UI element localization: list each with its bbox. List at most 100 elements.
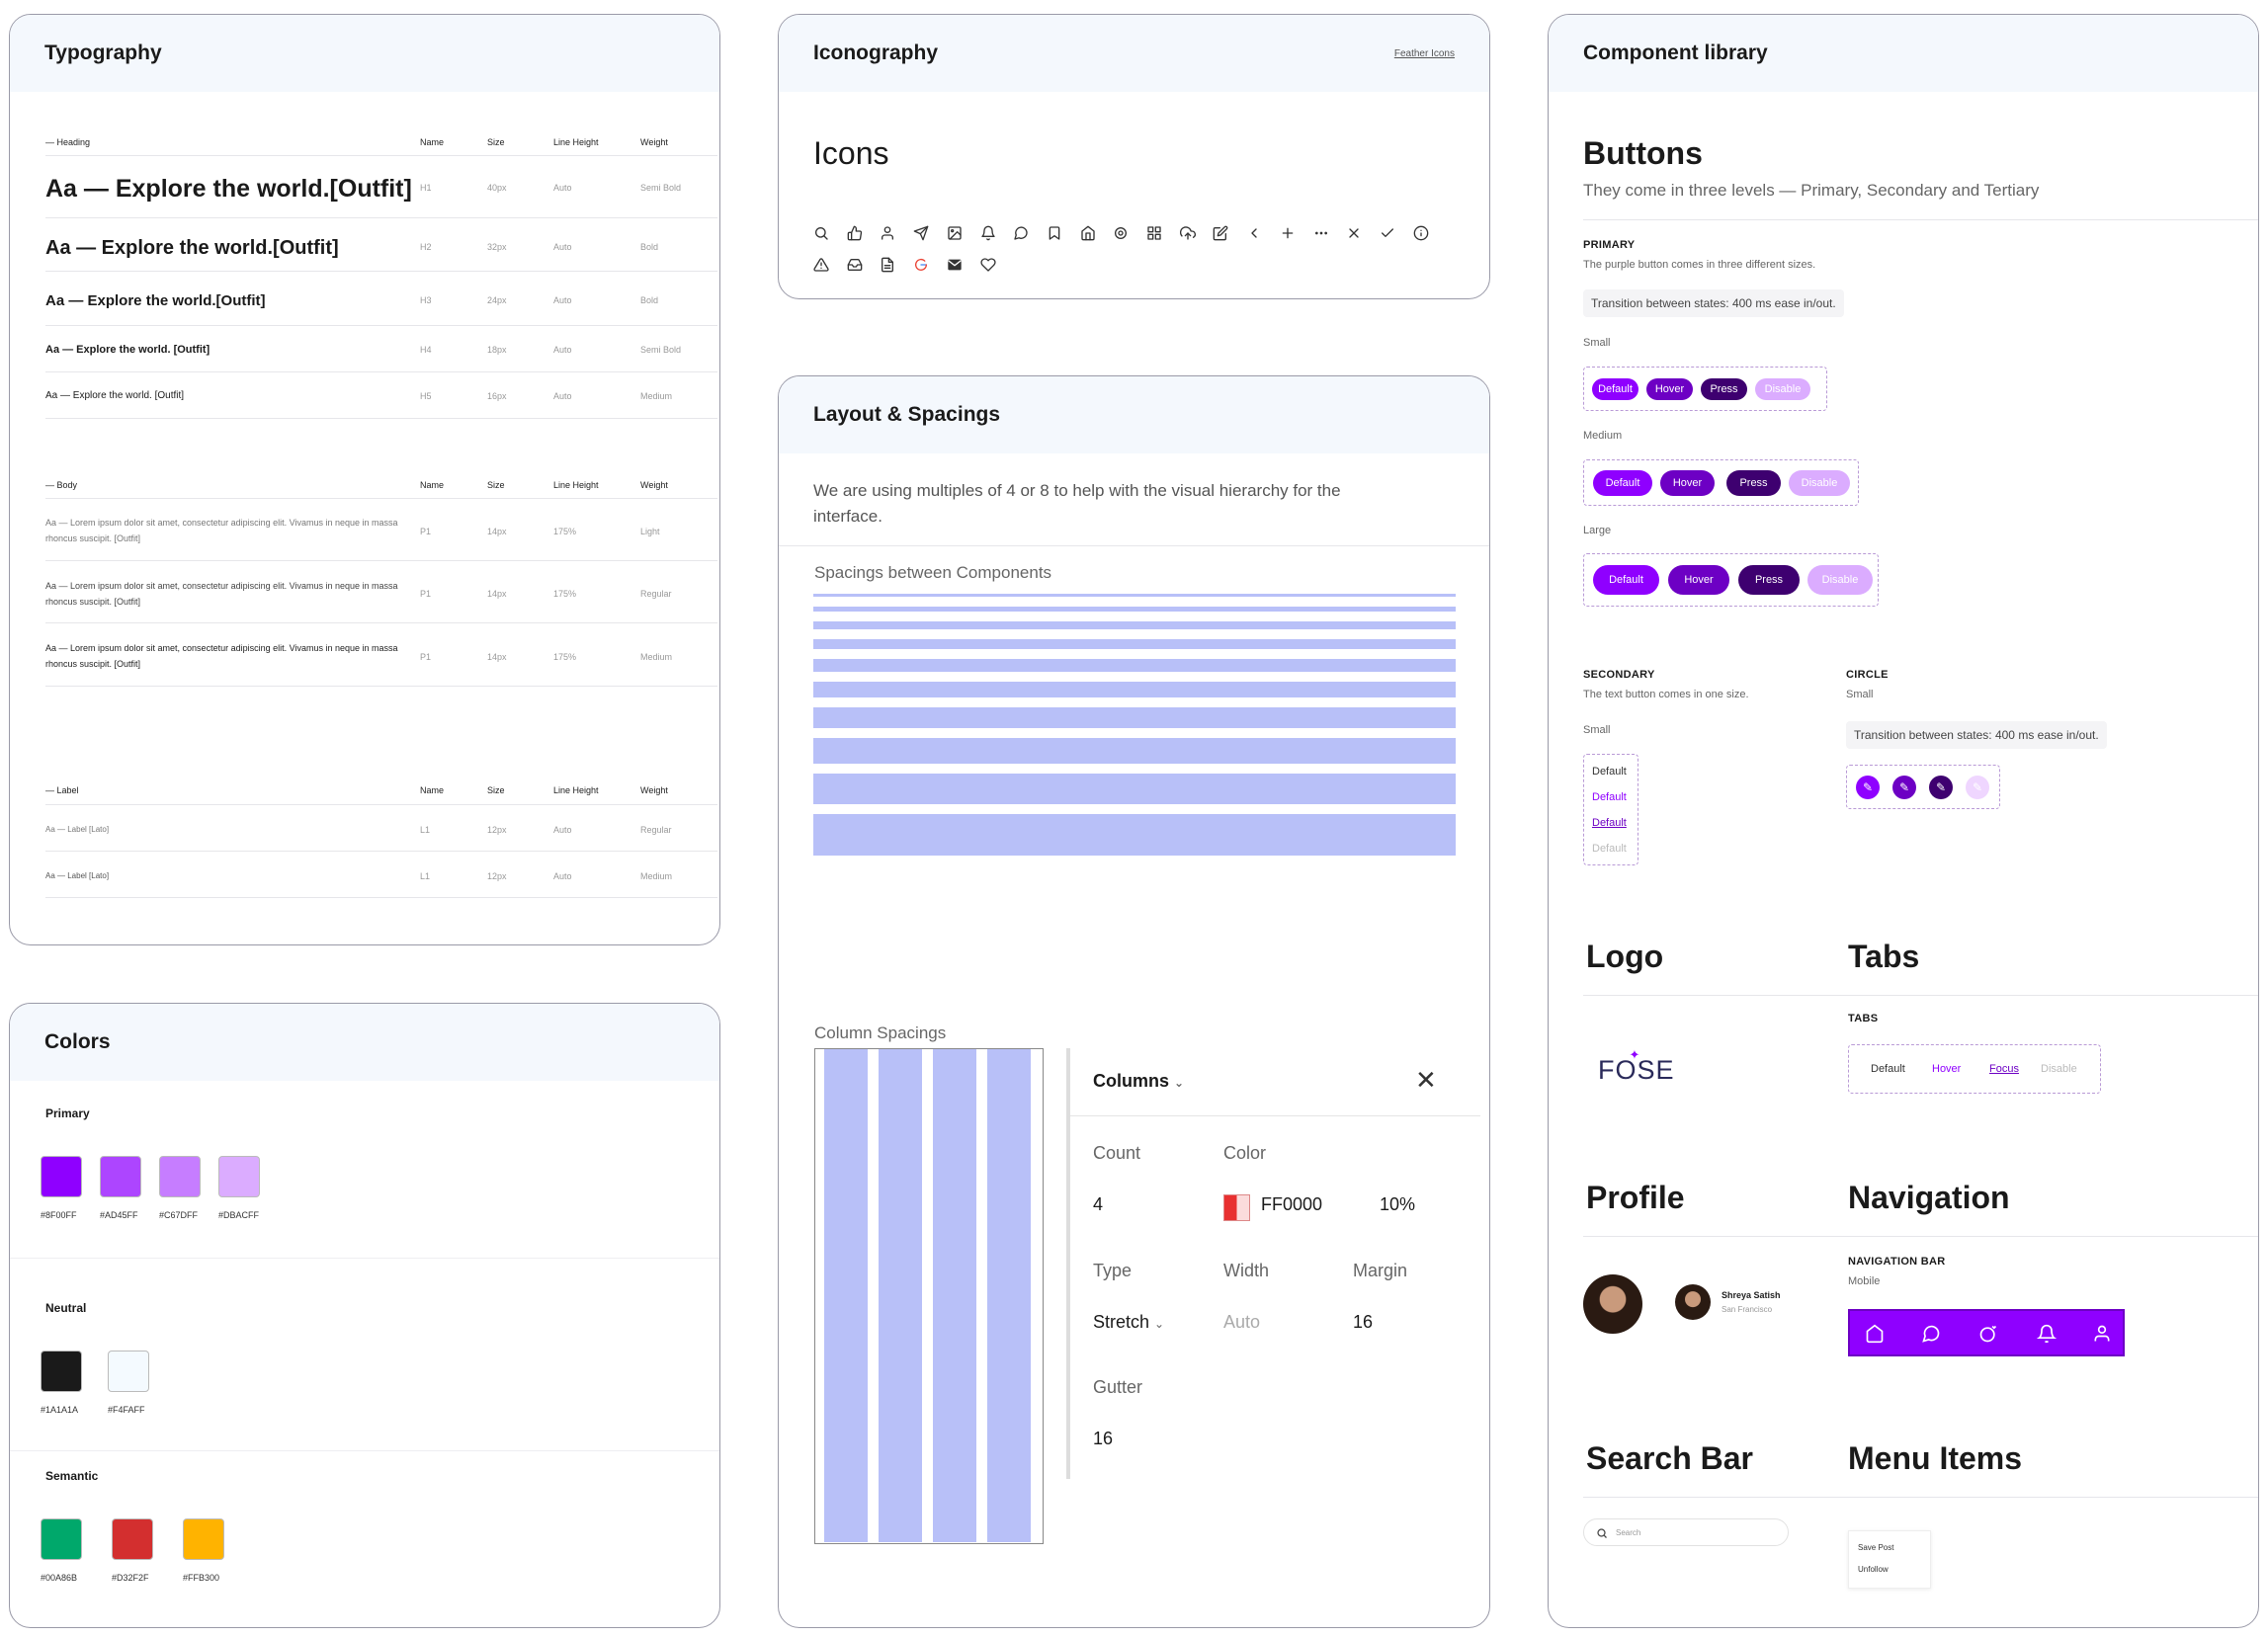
h4-sample: Aa — Explore the world. [Outfit] <box>45 344 210 356</box>
spacing-bar-40 <box>813 738 1456 764</box>
l1-regular-lh: Auto <box>553 825 572 835</box>
circle-press-edit-icon[interactable]: ✎ <box>1929 776 1953 799</box>
gutter-value[interactable]: 16 <box>1093 1429 1114 1448</box>
search-icon <box>813 225 829 241</box>
avatar-large[interactable] <box>1583 1274 1642 1334</box>
body-section-label: — Body <box>45 480 78 490</box>
h4-name: H4 <box>420 345 432 355</box>
medium-default-button[interactable]: Default <box>1593 470 1652 496</box>
primary-cap: PRIMARY <box>1583 239 1636 251</box>
secondary-default-button[interactable]: Default <box>1592 766 1627 778</box>
small-hover-button[interactable]: Hover <box>1646 378 1693 400</box>
spacing-bar-4 <box>813 594 1456 597</box>
p1-medium-lh: 175% <box>553 652 577 662</box>
p1-light-name: P1 <box>420 527 432 536</box>
bell-icon <box>980 225 996 241</box>
typography-card: Typography — Heading Name Size Line Heig… <box>9 14 720 945</box>
circle-size-label: Small <box>1846 689 1874 700</box>
menu-popover: Save Post Unfollow <box>1848 1530 1931 1589</box>
menu-item-unfollow[interactable]: Unfollow <box>1858 1565 1889 1574</box>
p1-medium-size: 14px <box>487 652 507 662</box>
secondary-hover-button[interactable]: Default <box>1592 791 1627 803</box>
width-label: Width <box>1223 1261 1270 1280</box>
type-chevron-down-icon: ⌄ <box>1154 1317 1165 1331</box>
nav-sub: Mobile <box>1848 1275 1881 1287</box>
type-select[interactable]: Stretch ⌄ <box>1093 1312 1164 1333</box>
colors-title: Colors <box>44 1030 111 1053</box>
medium-buttons-group <box>1583 459 1859 506</box>
h3-sample: Aa — Explore the world.[Outfit] <box>45 292 266 309</box>
medium-hover-button[interactable]: Hover <box>1660 470 1715 496</box>
margin-value[interactable]: 16 <box>1353 1312 1374 1332</box>
columns-panel-title-text: Columns <box>1093 1071 1170 1091</box>
avatar-small[interactable] <box>1675 1284 1711 1320</box>
navigation-title: Navigation <box>1848 1180 2010 1215</box>
nav-home-icon[interactable] <box>1865 1324 1885 1344</box>
columns-panel-title[interactable]: Columns ⌄ <box>1093 1071 1184 1092</box>
circle-default-edit-icon[interactable]: ✎ <box>1856 776 1880 799</box>
label-col-weight: Weight <box>640 785 668 795</box>
iconography-header: Iconography Feather Icons <box>779 15 1489 92</box>
alert-triangle-icon <box>813 257 829 273</box>
p1-regular-line2: rhoncus suscipit. [Outfit] <box>45 597 141 607</box>
small-disable-button: Disable <box>1755 378 1810 400</box>
nav-bell-icon[interactable] <box>2036 1324 2058 1344</box>
medium-press-button[interactable]: Press <box>1726 470 1781 496</box>
small-press-button[interactable]: Press <box>1701 378 1747 400</box>
thumbs-up-icon <box>847 225 863 241</box>
feather-icons-link[interactable]: Feather Icons <box>1393 47 1455 59</box>
column-2 <box>879 1049 922 1542</box>
h1-sample: Aa — Explore the world.[Outfit] <box>45 175 412 203</box>
tab-disable: Disable <box>2041 1063 2077 1075</box>
count-value[interactable]: 4 <box>1093 1194 1104 1214</box>
col-line-height: Line Height <box>553 137 599 147</box>
spacing-bar-12 <box>813 621 1456 629</box>
large-press-button[interactable]: Press <box>1738 565 1800 595</box>
layout-title: Layout & Spacings <box>813 403 1001 426</box>
circle-buttons-group <box>1846 765 2000 809</box>
nav-user-icon[interactable] <box>2092 1324 2112 1344</box>
close-icon[interactable]: ✕ <box>1415 1065 1437 1095</box>
menu-item-save-post[interactable]: Save Post <box>1858 1543 1894 1552</box>
nav-fuse-icon[interactable] <box>1978 1324 1998 1344</box>
heading-section-label: — Heading <box>45 137 91 147</box>
large-disable-button: Disable <box>1807 565 1873 595</box>
h3-size: 24px <box>487 295 507 305</box>
l1-medium-sample: Aa — Label [Lato] <box>45 871 110 880</box>
info-icon <box>1413 225 1429 241</box>
google-icon <box>913 257 929 273</box>
profile-location: San Francisco <box>1722 1305 1773 1314</box>
layout-description-line1: We are using multiples of 4 or 8 to help… <box>813 481 1341 500</box>
p1-regular-size: 14px <box>487 589 507 599</box>
nav-message-icon[interactable] <box>1921 1324 1941 1344</box>
layout-description: We are using multiples of 4 or 8 to help… <box>813 478 1341 530</box>
width-value[interactable]: Auto <box>1223 1312 1261 1332</box>
file-text-icon <box>880 257 895 273</box>
primary-desc: The purple button comes in three differe… <box>1583 259 1816 271</box>
color-opacity[interactable]: 10% <box>1380 1194 1416 1214</box>
tab-focus[interactable]: Focus <box>1989 1063 2019 1075</box>
color-swatch-label: #AD45FF <box>100 1210 138 1220</box>
tab-hover[interactable]: Hover <box>1932 1063 1962 1075</box>
fuse-logo: FO ✦ SE <box>1598 1047 1675 1085</box>
large-default-button[interactable]: Default <box>1593 565 1659 595</box>
col-weight: Weight <box>640 137 668 147</box>
color-swatch <box>108 1351 149 1392</box>
search-bar[interactable]: Search <box>1583 1518 1789 1546</box>
label-col-size: Size <box>487 785 505 795</box>
spacing-bar-64 <box>813 814 1456 856</box>
circle-hover-edit-icon[interactable]: ✎ <box>1892 776 1916 799</box>
color-hex[interactable]: FF0000 <box>1261 1194 1323 1214</box>
large-hover-button[interactable]: Hover <box>1668 565 1729 595</box>
upload-cloud-icon <box>1179 225 1196 241</box>
l1-regular-sample: Aa — Label [Lato] <box>45 825 110 834</box>
home-icon <box>1080 225 1096 241</box>
color-swatch[interactable] <box>1223 1194 1250 1221</box>
color-swatch-label: #D32F2F <box>112 1573 149 1583</box>
small-default-button[interactable]: Default <box>1592 378 1638 400</box>
primary-transition-note: Transition between states: 400 ms ease i… <box>1583 289 1844 317</box>
tab-default[interactable]: Default <box>1871 1063 1905 1075</box>
colors-header: Colors <box>10 1004 719 1081</box>
color-swatch <box>183 1518 224 1560</box>
secondary-press-button[interactable]: Default <box>1592 817 1627 829</box>
